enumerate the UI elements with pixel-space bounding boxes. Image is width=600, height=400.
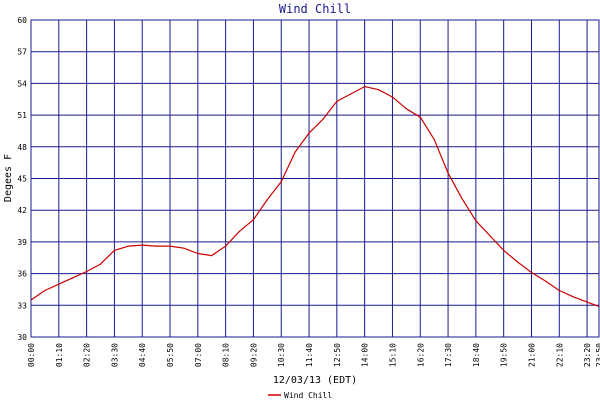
- x-tick-label: 01:10: [55, 343, 64, 367]
- y-tick-label: 33: [17, 301, 27, 310]
- series-line-wind-chill: [30, 85, 600, 307]
- data-point: [266, 199, 268, 201]
- data-point: [419, 116, 421, 118]
- x-tick-label: 21:00: [527, 343, 536, 367]
- y-tick-label: 57: [17, 48, 27, 57]
- x-tick-label: 15:10: [388, 343, 397, 367]
- x-tick-label: 14:00: [361, 343, 370, 367]
- data-point: [280, 181, 282, 183]
- chart-title: Wind Chill: [279, 2, 351, 16]
- y-axis-label: Degees F: [3, 154, 14, 202]
- data-point: [155, 245, 157, 247]
- data-point: [44, 289, 46, 292]
- plot-frame: [30, 19, 600, 338]
- data-point: [516, 261, 519, 263]
- data-point: [350, 93, 352, 95]
- y-tick-label: 54: [17, 79, 27, 88]
- x-tick-label: 10:30: [277, 343, 286, 367]
- data-point: [294, 151, 296, 153]
- x-tick-label: 16:20: [416, 343, 425, 367]
- data-point: [169, 245, 171, 247]
- data-point: [113, 249, 116, 251]
- data-point: [405, 108, 407, 110]
- data-point: [141, 244, 143, 246]
- data-point: [197, 252, 199, 255]
- x-tick-label: 22:10: [555, 343, 564, 367]
- data-point: [377, 89, 380, 91]
- data-point: [86, 270, 88, 273]
- data-point: [72, 277, 74, 279]
- data-point: [99, 263, 102, 265]
- data-point: [586, 301, 588, 303]
- data-point: [211, 255, 213, 257]
- y-tick-label: 42: [17, 206, 27, 215]
- data-point: [558, 289, 560, 292]
- data-point: [433, 138, 435, 141]
- x-tick-label: 07:00: [194, 343, 203, 367]
- legend: Wind Chill: [268, 391, 332, 400]
- x-tick-label: 19:50: [500, 343, 509, 367]
- x-tick-label: 23:50: [595, 343, 600, 367]
- x-tick-label: 02:20: [83, 343, 92, 367]
- y-tick-label: 39: [17, 238, 27, 247]
- data-point: [530, 271, 533, 274]
- x-tick-label: 12:50: [333, 343, 342, 367]
- data-point: [503, 249, 505, 251]
- data-point: [572, 296, 574, 298]
- y-tick-label: 51: [17, 111, 27, 120]
- data-point: [308, 132, 310, 134]
- data-point: [544, 280, 546, 282]
- x-tick-labels: 00:00 01:10 02:20 03:30 04:40 05:50 07:00 08:10…: [27, 343, 600, 367]
- data-point: [58, 283, 60, 285]
- y-tick-labels: 30 33 36 39 42 45 48 51 54 57 60: [17, 16, 27, 342]
- x-tick-label: 03:30: [110, 343, 119, 367]
- x-tick-label: 05:50: [166, 343, 175, 367]
- data-point: [489, 234, 491, 237]
- data-point: [127, 245, 129, 247]
- x-tick-label: 09:20: [249, 343, 258, 367]
- data-point: [391, 96, 394, 98]
- data-point: [252, 219, 255, 221]
- x-tick-label: 17:30: [444, 343, 453, 367]
- x-tick-label: 11:40: [305, 343, 314, 367]
- data-point: [447, 172, 449, 174]
- data-point: [475, 220, 477, 222]
- legend-label: Wind Chill: [284, 391, 332, 400]
- x-tick-label: 04:40: [138, 343, 147, 367]
- data-point: [461, 197, 463, 200]
- y-tick-label: 36: [17, 270, 27, 279]
- data-point: [238, 230, 241, 232]
- x-axis-label: 12/03/13 (EDT): [273, 375, 357, 386]
- x-tick-label: 23:20: [583, 343, 592, 367]
- y-tick-label: 48: [17, 143, 27, 152]
- x-tick-label: 00:00: [27, 343, 36, 367]
- x-tick-label: 08:10: [222, 343, 231, 367]
- data-point: [364, 85, 366, 88]
- data-point: [322, 118, 324, 120]
- y-tick-label: 60: [17, 16, 27, 25]
- y-tick-label: 30: [17, 333, 27, 342]
- data-point: [183, 247, 185, 249]
- y-tick-label: 45: [17, 175, 27, 184]
- data-point: [225, 245, 227, 247]
- x-tick-label: 18:40: [472, 343, 481, 367]
- data-point: [336, 100, 338, 102]
